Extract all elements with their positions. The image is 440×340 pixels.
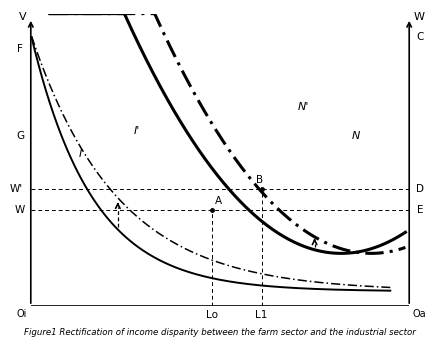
- Text: Figure1 Rectification of income disparity between the farm sector and the indust: Figure1 Rectification of income disparit…: [24, 328, 416, 337]
- Text: L1: L1: [256, 310, 268, 320]
- Text: V: V: [18, 12, 26, 21]
- Text: F: F: [17, 44, 23, 54]
- Text: D: D: [416, 184, 424, 194]
- Text: W': W': [10, 184, 23, 194]
- Text: I: I: [78, 149, 81, 159]
- Text: C: C: [416, 32, 423, 42]
- Text: Lo: Lo: [206, 310, 218, 320]
- Text: N: N: [352, 131, 360, 141]
- Text: A: A: [215, 196, 222, 206]
- Text: I': I': [134, 125, 140, 136]
- Text: Oa: Oa: [413, 309, 427, 319]
- Text: G: G: [16, 131, 24, 141]
- Text: W: W: [15, 204, 26, 215]
- Text: W: W: [413, 12, 424, 21]
- Text: E: E: [417, 204, 423, 215]
- Text: B: B: [256, 175, 263, 185]
- Text: Oi: Oi: [16, 309, 26, 319]
- Text: N': N': [297, 102, 309, 112]
